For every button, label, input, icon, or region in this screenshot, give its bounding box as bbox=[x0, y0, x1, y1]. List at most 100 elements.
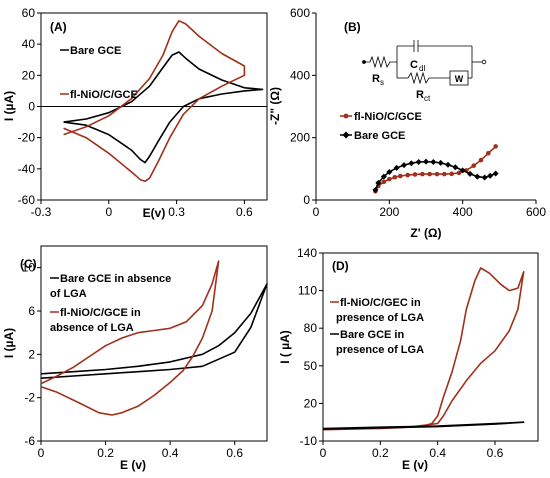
panel-d-series-bare-line bbox=[322, 421, 525, 430]
panel-b-series-bare-point bbox=[415, 158, 422, 165]
panel-c-legend-bare-line1: Bare GCE in absence bbox=[60, 273, 171, 285]
panel-d-ylabel: I ( µA) bbox=[278, 330, 292, 364]
panel-b-series-nio-point bbox=[449, 171, 454, 177]
panel-a-legend-nio: fl-NiO/C/GCE bbox=[70, 89, 138, 101]
panel-a-xtick-label: -0.3 bbox=[31, 205, 52, 219]
panel-c-ytick-label: 2 bbox=[28, 347, 35, 361]
panel-b-series-nio-point bbox=[427, 171, 432, 177]
panel-b-series-bare-point bbox=[437, 159, 444, 166]
panel-b-ylabel: -Z" (Ω) bbox=[268, 87, 282, 125]
panel-a-ytick-label: -20 bbox=[18, 131, 36, 145]
panel-c-ylabel: I (µA) bbox=[2, 328, 16, 358]
panel-c-xtick-label: 0.2 bbox=[97, 446, 114, 460]
panel-a-xlabel: E(v) bbox=[143, 206, 166, 220]
panel-b-xtick-label: 400 bbox=[453, 205, 473, 219]
panel-d-ytick-label: -10 bbox=[300, 434, 318, 448]
panel-a-xtick-label: 0.6 bbox=[236, 205, 253, 219]
panel-b-series-bare-point bbox=[408, 160, 415, 167]
panel-b-series-nio-point bbox=[412, 172, 418, 177]
panel-a-ytick-label: 40 bbox=[22, 37, 36, 51]
circuit-label-rs: R bbox=[372, 73, 380, 85]
panel-c-xlabel: E (v) bbox=[120, 458, 146, 472]
panel-b-series-bare-point bbox=[459, 167, 466, 174]
panel-a-ytick-label: 0 bbox=[28, 100, 35, 114]
panel-a-legend-bare: Bare GCE bbox=[70, 45, 121, 57]
panel-d-xlabel: E (v) bbox=[402, 458, 428, 472]
panel-b-series-bare-point bbox=[467, 170, 473, 177]
panel-c-ytick-label: 10 bbox=[22, 261, 36, 275]
panel-a-ylabel: I (µA) bbox=[2, 91, 16, 121]
panel-d-legend-bare-line1: Bare GCE in bbox=[340, 329, 404, 341]
panel-b-ytick-label: 400 bbox=[290, 68, 310, 82]
panel-c-label: (C) bbox=[20, 257, 37, 271]
panel-b-series-nio-point bbox=[387, 176, 392, 182]
panel-b-series-bare-point bbox=[445, 161, 451, 168]
circuit-resistor-rct bbox=[407, 71, 450, 85]
panel-c-legend-bare-line2: of LGA bbox=[50, 288, 87, 300]
panel-c-plot-frame bbox=[40, 245, 268, 442]
panel-d-ytick-label: 80 bbox=[304, 321, 318, 335]
panel-b-legend-nio: fl-NiO/C/GCE bbox=[354, 111, 422, 123]
panel-a-ytick-label: -60 bbox=[18, 193, 36, 207]
panel-b-legend: fl-NiO/C/GCE Bare GCE bbox=[340, 111, 422, 142]
circuit-label-rct-sub: ct bbox=[424, 94, 431, 103]
panel-c-legend-nio-line2: absence of LGA bbox=[50, 322, 134, 334]
panel-d-ytick-label: 20 bbox=[304, 396, 318, 410]
panel-b-series-nio-point bbox=[381, 179, 387, 185]
panel-a-series-bare-line bbox=[63, 51, 264, 164]
panel-b-xtick-label: 600 bbox=[526, 205, 546, 219]
circuit-resistor-rs bbox=[365, 55, 397, 69]
panel-a: -0.3 0 0.3 0.6 -60 -40 -20 0 20 40 60 (A) Bare GCE… bbox=[2, 6, 268, 220]
panel-b-series-nio-point bbox=[456, 170, 462, 176]
panel-c-ytick-label: -6 bbox=[24, 434, 35, 448]
panel-a-ytick-label: 60 bbox=[22, 6, 36, 20]
panel-d-xtick-label: 0 bbox=[320, 446, 327, 460]
panel-b-series-bare-point bbox=[380, 173, 387, 180]
panel-b-series-nio-point bbox=[478, 157, 484, 163]
panel-d-legend: fl-NiO/C/GEC in presence of LGA Bare GCE… bbox=[330, 297, 424, 356]
panel-b-series-bare-point bbox=[474, 173, 481, 180]
panel-b-legend-bare: Bare GCE bbox=[354, 130, 405, 142]
panel-c-xtick-label: 0 bbox=[38, 446, 45, 460]
panel-a-xtick-label: 0.3 bbox=[168, 205, 185, 219]
panel-b-series-bare-point bbox=[487, 172, 494, 179]
panel-c-legend: Bare GCE in absence of LGA fl-NiO/C/GCE … bbox=[50, 273, 171, 334]
panel-b: 0 200 400 600 0 200 400 600 (B) R s C dl R ct W bbox=[268, 6, 546, 240]
panel-d-ytick-label: 50 bbox=[304, 359, 318, 373]
panel-d-ytick-label: 110 bbox=[298, 284, 317, 298]
panel-c-series-bare-line bbox=[40, 283, 268, 379]
circuit-label-cdl: C bbox=[410, 59, 418, 71]
panel-d: 0 0.2 0.4 0.6 -10 20 50 80 110 140 (D) fl-NiO/C/G… bbox=[278, 246, 539, 472]
panel-d-legend-nio-line1: fl-NiO/C/GEC in bbox=[340, 297, 421, 309]
circuit-label-rs-sub: s bbox=[380, 78, 384, 87]
panel-c-xtick-label: 0.6 bbox=[226, 446, 243, 460]
equivalent-circuit-diagram bbox=[362, 40, 487, 86]
panel-d-series-nio-line bbox=[322, 267, 525, 431]
panel-d-legend-bare-line2: presence of LGA bbox=[336, 344, 424, 356]
panel-c-ytick-label: -2 bbox=[24, 391, 35, 405]
panel-b-series-nio-point bbox=[434, 171, 440, 177]
panel-b-series-bare-point bbox=[375, 179, 382, 186]
panel-b-xtick-label: 200 bbox=[379, 205, 399, 219]
panel-d-xtick-label: 0.4 bbox=[429, 446, 446, 460]
panel-c-ytick-label: 6 bbox=[28, 304, 35, 318]
panel-c-series-nio-line bbox=[40, 260, 220, 416]
panel-b-series-nio-point bbox=[471, 163, 476, 169]
panel-b-xlabel: Z' (Ω) bbox=[410, 226, 441, 240]
panel-b-ytick-label: 200 bbox=[290, 131, 310, 145]
circuit-label-w: W bbox=[455, 74, 464, 84]
panel-b-series-nio-point bbox=[392, 174, 398, 180]
panel-b-series-bare-point bbox=[452, 164, 459, 171]
panel-c: 0 0.2 0.4 0.6 -6 -2 2 6 10 (C) Bare GCE in absen… bbox=[2, 245, 268, 472]
panel-d-label: (D) bbox=[332, 259, 349, 273]
panel-b-series-bare-point bbox=[492, 170, 499, 177]
panel-d-legend-nio-line2: presence of LGA bbox=[336, 312, 424, 324]
circuit-terminal-right bbox=[481, 59, 487, 65]
panel-d-ytick-label: 140 bbox=[297, 246, 317, 260]
panel-b-series-nio-point bbox=[420, 171, 425, 177]
circuit-label-rct: R bbox=[416, 89, 424, 101]
panel-b-ytick-label: 0 bbox=[303, 193, 310, 207]
panel-a-ytick-label: 20 bbox=[22, 68, 36, 82]
panel-a-xtick-label: 0 bbox=[105, 205, 112, 219]
